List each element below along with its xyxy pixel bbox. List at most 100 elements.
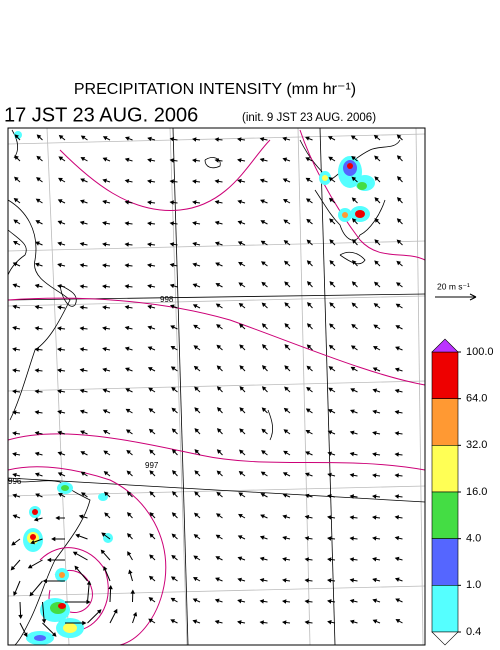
- colorbar-segment: [431, 445, 459, 493]
- wind-vector-head: [192, 221, 197, 226]
- wind-vector-head: [34, 410, 40, 415]
- wind-vector-head: [125, 429, 131, 434]
- wind-vector-head: [57, 409, 62, 415]
- wind-vector-head: [284, 281, 289, 286]
- wind-vector-head: [351, 323, 356, 329]
- wind-vector-head: [239, 323, 244, 329]
- wind-vector-head: [57, 389, 62, 394]
- wind-vector-head: [239, 407, 244, 412]
- wind-vector-head: [282, 136, 287, 142]
- wind-vector-head: [79, 284, 84, 289]
- wind-vector-head: [372, 388, 378, 393]
- wind-vector-head: [169, 221, 174, 226]
- wind-vector-head: [103, 471, 109, 476]
- wind-vector-head: [239, 449, 244, 455]
- wind-vector-head: [57, 347, 62, 352]
- wind-vector-head: [237, 199, 242, 205]
- wind-vector-head: [261, 344, 267, 349]
- wind-vector-head: [327, 557, 332, 562]
- parallel: [7, 380, 426, 392]
- major-meridian: [172, 127, 189, 646]
- colorbar-over: [431, 338, 459, 353]
- wind-vector-head: [306, 323, 312, 328]
- wind-vector-head: [259, 535, 265, 540]
- wind-vector-head: [194, 491, 199, 496]
- wind-vector-head: [216, 324, 221, 329]
- colorbar: 100.0 64.0 32.0 16.0 4.0 1.0 0.4: [431, 338, 494, 646]
- wind-vector-head: [126, 491, 132, 496]
- wind-vector-head: [72, 551, 78, 556]
- wind-vector-head: [237, 620, 242, 625]
- wind-vector-head: [350, 345, 356, 350]
- wind-vector-head: [216, 449, 222, 454]
- parallel: [7, 485, 426, 497]
- wind-vector-head: [214, 241, 220, 246]
- wind-vector-head: [215, 556, 221, 561]
- wind-vector-head: [148, 408, 154, 413]
- wind-vector-head: [327, 599, 332, 604]
- wind-vector-head: [394, 452, 399, 457]
- wind-vector-head: [34, 368, 39, 373]
- wind-vector-head: [304, 578, 309, 583]
- wind-vector-head: [328, 387, 333, 392]
- wind-vector-head: [396, 260, 402, 266]
- wind-vector-head: [124, 221, 129, 226]
- wind-vector-head: [349, 494, 355, 499]
- wind-vector-head: [102, 409, 108, 414]
- wind-vector-head: [171, 512, 177, 517]
- wind-vector-head: [36, 134, 42, 139]
- wind-vector-head: [372, 346, 378, 351]
- colorbar-label: 16.0: [466, 486, 487, 498]
- wind-vector-head: [148, 597, 154, 602]
- wind-vector-head: [214, 137, 219, 142]
- wind-vector-head: [349, 619, 355, 625]
- wind-vector-head: [12, 304, 17, 310]
- wind-vector-head: [193, 512, 199, 518]
- wind-vector-head: [349, 430, 355, 436]
- wind-vector-head: [13, 591, 18, 596]
- wind-vector-head: [149, 449, 154, 454]
- wind-vector-head: [96, 609, 102, 614]
- wind-vector-head: [36, 177, 41, 182]
- wind-vector-head: [282, 493, 288, 498]
- wind-vector-head: [259, 620, 264, 625]
- wind-vector-head: [307, 302, 312, 307]
- wind-vector-head: [147, 179, 152, 184]
- wind-vector-head: [149, 512, 155, 517]
- wind-vector-head: [192, 241, 197, 247]
- wind-vector-head: [171, 554, 176, 560]
- wind-vector-head: [328, 177, 334, 182]
- wind-vector-head: [194, 386, 199, 392]
- wind-vector-head: [396, 155, 402, 160]
- wind-vector-head: [33, 517, 39, 522]
- wind-vector-head: [125, 367, 130, 372]
- wind-vector-head: [327, 430, 333, 435]
- wind-vector-head: [327, 136, 333, 141]
- wind-vector-head: [102, 199, 107, 205]
- wind-vector-head: [351, 176, 357, 182]
- wind-vector-head: [124, 136, 130, 141]
- wind-vector-head: [305, 451, 310, 456]
- wind-vector-head: [149, 554, 154, 559]
- wind-vector-head: [34, 347, 39, 352]
- wind-vector-head: [102, 263, 107, 268]
- wind-vector-head: [374, 155, 379, 161]
- wind-vector-head: [305, 157, 311, 162]
- wind-vector-head: [351, 281, 357, 286]
- wind-vector-head: [169, 304, 175, 309]
- wind-vector-head: [192, 262, 198, 267]
- wind-vector-head: [216, 491, 222, 497]
- wind-vector-head: [58, 492, 63, 498]
- wind-vector-head: [261, 450, 266, 455]
- wind-vector-head: [124, 263, 129, 268]
- wind-vector-head: [102, 242, 107, 247]
- wind-vector-head: [193, 324, 198, 329]
- wind-vector-head: [12, 262, 18, 267]
- wind-vector-head: [350, 388, 356, 393]
- wind-vector-head: [238, 282, 244, 287]
- wind-vector-head: [79, 388, 85, 394]
- wind-vector-head: [396, 218, 402, 223]
- wind-vector-head: [194, 407, 199, 412]
- wind-vector-head: [214, 199, 220, 205]
- wind-vector-head: [147, 367, 153, 372]
